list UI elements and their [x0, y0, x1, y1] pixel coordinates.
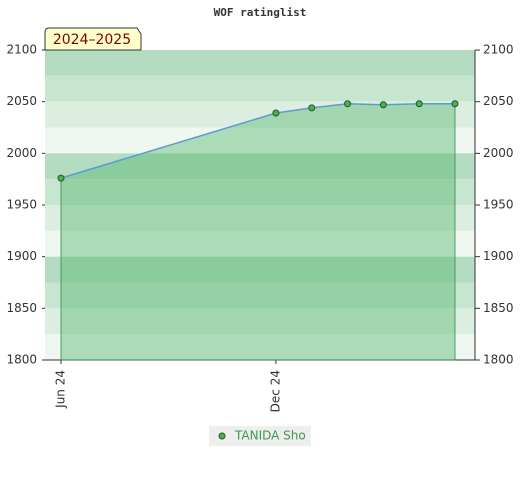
background-bands — [45, 50, 475, 360]
band — [45, 50, 475, 76]
badge-box — [44, 27, 142, 51]
y-tick-label: 2050 — [6, 94, 37, 108]
y2-tick-label: 2000 — [483, 146, 514, 160]
band — [45, 256, 475, 283]
legend-label: TANIDA Sho — [234, 429, 306, 443]
y-tick-label: 1950 — [6, 198, 37, 212]
band — [45, 153, 475, 180]
band — [45, 75, 475, 102]
y2-tick-label: 2100 — [483, 43, 514, 57]
x-tick-label: Jun 24 — [54, 370, 68, 409]
plot: 1800 1850 1900 1950 2000 2050 2100 1800 1850 1900… — [6, 43, 513, 413]
band — [45, 334, 475, 360]
badge: 2024–2025 — [53, 32, 131, 48]
band — [45, 282, 475, 309]
x-tick-label: Dec 24 — [268, 370, 282, 412]
y2-tick-label: 1900 — [483, 249, 514, 263]
band — [45, 101, 475, 128]
band — [45, 308, 475, 335]
point — [308, 104, 316, 112]
point — [344, 100, 352, 108]
chart-title: WOF ratinglist — [214, 6, 307, 19]
y-tick-label: 1800 — [6, 353, 37, 367]
legend-box — [209, 426, 311, 446]
y2-tick-label: 1950 — [483, 198, 514, 212]
y-tick-label: 2100 — [6, 43, 37, 57]
band — [45, 230, 475, 257]
y2-tick-label: 2050 — [483, 94, 514, 108]
point — [272, 109, 280, 117]
y2-tick-label: 1850 — [483, 301, 514, 315]
band — [45, 179, 475, 205]
legend-marker — [218, 432, 226, 440]
y2-tick-label: 1800 — [483, 353, 514, 367]
y-tick-label: 2000 — [6, 146, 37, 160]
point — [379, 101, 387, 109]
point — [57, 174, 65, 182]
point — [451, 100, 459, 108]
band — [45, 205, 475, 231]
band — [45, 127, 475, 154]
y-tick-label: 1850 — [6, 301, 37, 315]
point — [415, 100, 423, 108]
y-tick-label: 1900 — [6, 249, 37, 263]
